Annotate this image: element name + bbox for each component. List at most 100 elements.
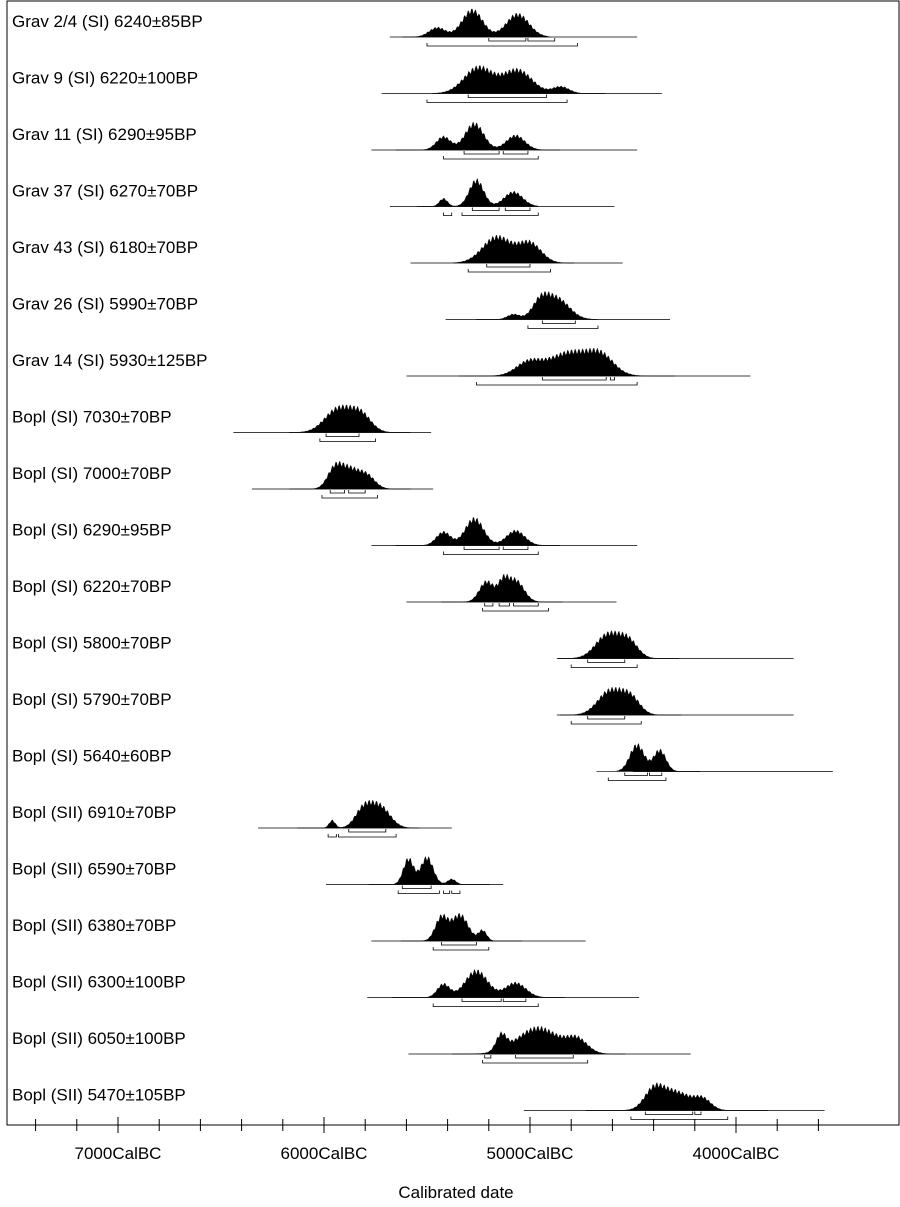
tick-label: 5000CalBC	[487, 1144, 574, 1163]
tick-label: 7000CalBC	[75, 1144, 162, 1163]
probability-distribution	[558, 629, 680, 659]
range-1sigma	[329, 490, 345, 494]
range-1sigma	[587, 716, 626, 720]
range-1sigma	[502, 998, 527, 1002]
sample-rows: Grav 2/4 (SI) 6240±85BP Grav 9 (SI) 6220±…	[12, 8, 833, 1120]
range-1sigma	[488, 38, 527, 42]
probability-distribution	[392, 968, 565, 998]
sample-label: Bopl (SI) 5800±70BP	[12, 634, 172, 653]
probability-distribution	[586, 1081, 768, 1111]
range-2sigma	[482, 608, 549, 612]
range-1sigma	[541, 320, 576, 324]
range-2sigma	[482, 1060, 589, 1064]
range-1sigma	[609, 377, 615, 381]
range-2sigma	[443, 212, 453, 216]
probability-distribution	[297, 799, 419, 829]
probability-distribution	[441, 573, 563, 603]
range-1sigma	[502, 546, 529, 550]
probability-distribution	[596, 742, 701, 772]
range-2sigma	[451, 890, 461, 894]
range-2sigma	[461, 212, 539, 216]
probability-distribution	[452, 1025, 626, 1055]
range-1sigma	[694, 1111, 702, 1115]
range-2sigma	[570, 664, 638, 668]
probability-distribution	[395, 517, 560, 546]
range-2sigma	[397, 890, 440, 894]
range-1sigma	[463, 546, 500, 550]
sample-label: Grav 37 (SI) 6270±70BP	[12, 182, 198, 201]
range-2sigma	[527, 325, 599, 329]
range-1sigma	[471, 207, 500, 211]
sample-row: Bopl (SI) 5800±70BP	[12, 629, 794, 668]
range-2sigma	[443, 890, 451, 894]
range-2sigma	[321, 495, 378, 499]
range-1sigma	[644, 1111, 694, 1115]
range-2sigma	[443, 551, 539, 555]
sample-label: Bopl (SI) 5640±60BP	[12, 747, 172, 766]
plot-frame	[6, 0, 900, 1126]
probability-distribution	[395, 121, 560, 151]
sample-row: Bopl (SI) 5640±60BP	[12, 742, 833, 781]
sample-label: Bopl (SI) 6220±70BP	[12, 577, 172, 596]
sample-label: Bopl (SI) 5790±70BP	[12, 690, 172, 709]
range-1sigma	[649, 772, 663, 776]
probability-distribution	[289, 460, 411, 490]
tick-label: 6000CalBC	[281, 1144, 368, 1163]
sample-label: Bopl (SII) 6050±100BP	[12, 1029, 186, 1048]
range-1sigma	[513, 603, 539, 607]
sample-label: Bopl (SI) 7000±70BP	[12, 464, 172, 483]
sample-row: Bopl (SI) 6220±70BP	[12, 573, 617, 612]
range-1sigma	[486, 264, 531, 268]
sample-row: Bopl (SI) 5790±70BP	[12, 686, 794, 725]
range-1sigma	[484, 603, 494, 607]
sample-row: Bopl (SII) 6910±70BP	[12, 799, 452, 838]
probability-distribution	[400, 912, 522, 942]
range-2sigma	[327, 834, 337, 838]
range-2sigma	[432, 1003, 539, 1007]
sample-label: Grav 14 (SI) 5930±125BP	[12, 351, 208, 370]
probability-distribution	[452, 234, 575, 264]
sample-row: Grav 37 (SI) 6270±70BP	[12, 177, 615, 216]
sample-label: Bopl (SI) 6290±95BP	[12, 521, 172, 540]
sample-row: Bopl (SI) 7000±70BP	[12, 460, 434, 499]
x-axis-ticks: 7000CalBC 6000CalBC 5000CalBC 4000CalBC	[35, 1117, 819, 1163]
range-2sigma	[426, 99, 568, 103]
sample-row: Bopl (SII) 6590±70BP	[12, 855, 504, 894]
sample-row: Grav 2/4 (SI) 6240±85BP	[12, 8, 638, 47]
sample-row: Bopl (SII) 5470±105BP	[12, 1081, 825, 1120]
probability-distribution	[402, 8, 550, 38]
sample-row: Bopl (SII) 6300±100BP	[12, 968, 640, 1007]
range-2sigma	[432, 947, 490, 951]
range-1sigma	[541, 377, 607, 381]
probability-distribution	[560, 686, 682, 716]
sample-row: Grav 26 (SI) 5990±70BP	[12, 290, 671, 329]
x-axis-title: Calibrated date	[398, 1183, 513, 1202]
sample-row: Grav 11 (SI) 6290±95BP	[12, 121, 638, 160]
range-1sigma	[441, 942, 477, 946]
probability-distribution	[417, 177, 539, 207]
range-1sigma	[463, 151, 500, 155]
range-1sigma	[502, 151, 529, 155]
sample-label: Grav 11 (SI) 6290±95BP	[12, 125, 197, 144]
range-1sigma	[461, 998, 502, 1002]
range-1sigma	[498, 603, 510, 607]
sample-label: Grav 9 (SI) 6220±100BP	[12, 69, 198, 88]
probability-distribution	[476, 290, 598, 320]
range-2sigma	[443, 156, 539, 160]
range-2sigma	[630, 1116, 729, 1120]
range-1sigma	[527, 38, 556, 42]
probability-distribution	[289, 403, 411, 433]
range-2sigma	[319, 438, 376, 442]
sample-row: Bopl (SI) 6290±95BP	[12, 517, 638, 555]
sample-label: Grav 43 (SI) 6180±70BP	[12, 238, 198, 257]
probability-distribution	[432, 65, 606, 94]
probability-distribution	[458, 347, 676, 377]
range-1sigma	[624, 772, 648, 776]
sample-row: Bopl (SII) 6380±70BP	[12, 912, 586, 951]
sample-row: Bopl (SI) 7030±70BP	[12, 403, 432, 442]
range-1sigma	[587, 659, 626, 663]
range-2sigma	[426, 43, 578, 47]
range-1sigma	[325, 433, 360, 437]
range-1sigma	[467, 94, 547, 98]
